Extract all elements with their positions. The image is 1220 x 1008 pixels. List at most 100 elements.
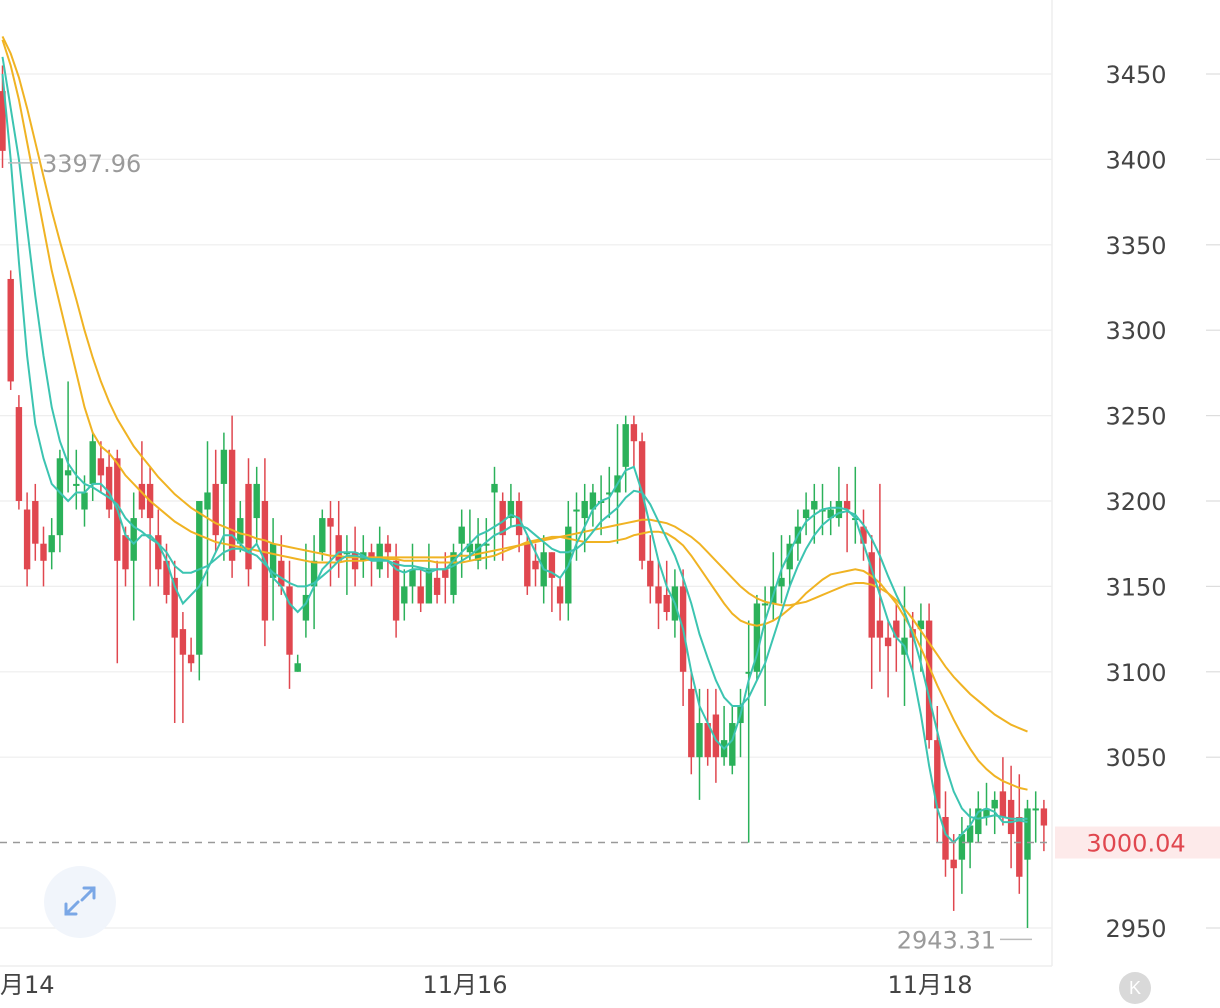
candle-body xyxy=(876,620,884,638)
candle-body xyxy=(237,518,244,544)
candle-body xyxy=(548,552,556,578)
candle-body xyxy=(278,560,285,587)
candle-body xyxy=(606,492,613,495)
candle-body xyxy=(589,492,597,510)
candle-body xyxy=(7,278,14,382)
candle-body xyxy=(310,560,318,587)
candle-body xyxy=(622,424,629,467)
candle-body xyxy=(1024,808,1031,860)
candle-body xyxy=(23,509,31,570)
candle-body xyxy=(647,560,654,587)
candle-body xyxy=(425,569,433,604)
candle-body xyxy=(0,91,6,151)
candle-body xyxy=(934,740,941,809)
x-axis-ticks: 月14 11月16 11月18 xyxy=(0,971,973,999)
candle-body xyxy=(409,569,416,587)
y-tick-label: 3300 xyxy=(1105,317,1166,345)
candle-body xyxy=(401,586,408,604)
candle-body xyxy=(48,535,55,553)
candle-body xyxy=(196,501,203,655)
y-axis-ticks: 3450 3400 3350 3300 3250 3200 3150 3100 3050 2950 xyxy=(1105,61,1220,943)
candle-body xyxy=(802,509,810,519)
candle-body xyxy=(335,535,342,561)
candle-body xyxy=(835,501,843,519)
candle-body xyxy=(253,483,260,519)
candle-body xyxy=(925,620,933,741)
candle-body xyxy=(688,688,695,758)
ma10-line xyxy=(1,56,1028,820)
price-markers: 3000.04 3397.96 2943.31 xyxy=(0,150,1220,954)
candle-body xyxy=(105,466,113,510)
candle-body xyxy=(491,483,498,493)
candle-body xyxy=(122,535,129,570)
candle-body xyxy=(942,816,949,860)
y-tick-label: 3050 xyxy=(1105,744,1166,772)
candle-body xyxy=(64,470,72,476)
current-price-label: 3000.04 xyxy=(1086,830,1185,858)
low-marker-label: 2943.31 xyxy=(897,926,996,954)
candle-body xyxy=(811,501,818,510)
moving-average-lines xyxy=(1,35,1028,845)
candle-body xyxy=(294,663,301,672)
candle-body xyxy=(712,714,720,758)
y-tick-label: 3350 xyxy=(1105,232,1166,260)
candle-body xyxy=(893,620,900,638)
candle-body xyxy=(958,834,966,860)
candle-body xyxy=(483,543,490,546)
candle-body xyxy=(384,543,392,553)
candle-body xyxy=(638,441,646,561)
candle-body xyxy=(499,501,506,536)
expand-button[interactable] xyxy=(44,866,116,938)
candle-body xyxy=(573,509,580,512)
candle-body xyxy=(753,603,761,672)
current-price-box xyxy=(1055,826,1220,859)
candle-body xyxy=(950,859,957,869)
candle-body xyxy=(474,543,482,561)
candle-body xyxy=(171,577,178,638)
ma20-line xyxy=(1,39,1028,791)
candle-body xyxy=(556,586,564,604)
candle-body xyxy=(458,526,465,544)
k-button[interactable]: K xyxy=(1119,972,1151,1004)
candle-body xyxy=(179,629,187,655)
candle-body xyxy=(983,808,990,817)
candle-body xyxy=(466,543,474,553)
candle-body xyxy=(163,560,170,595)
candle-body xyxy=(32,501,39,544)
candle-body xyxy=(302,594,310,621)
candle-body xyxy=(761,603,769,606)
y-tick-label: 3150 xyxy=(1105,573,1166,601)
x-tick-label: 11月16 xyxy=(422,971,507,999)
candle-body xyxy=(827,509,834,519)
y-tick-label: 3450 xyxy=(1105,61,1166,89)
candle-body xyxy=(212,483,219,536)
candle-body xyxy=(220,449,228,484)
high-marker-label: 3397.96 xyxy=(42,150,141,178)
candle-body xyxy=(327,518,334,527)
candle-body xyxy=(999,791,1007,817)
candle-body xyxy=(966,825,974,843)
candle-body xyxy=(343,552,351,555)
y-tick-label: 2950 xyxy=(1105,915,1166,943)
y-tick-label: 3400 xyxy=(1105,146,1166,174)
candle-body xyxy=(56,458,64,536)
candle-body xyxy=(745,671,752,674)
candle-body xyxy=(917,620,925,630)
x-tick-label: 月14 xyxy=(0,971,55,999)
candle-body xyxy=(843,501,851,510)
candle-body xyxy=(630,424,638,442)
candle-body xyxy=(442,569,449,578)
ma5-line xyxy=(1,73,1028,845)
candle-body xyxy=(245,483,252,570)
candle-body xyxy=(392,560,400,621)
candle-body xyxy=(73,483,80,486)
candle-body xyxy=(663,594,670,613)
candle-body xyxy=(269,543,277,578)
candle-body xyxy=(786,543,793,570)
candle-body xyxy=(532,560,539,570)
candle-body xyxy=(155,535,162,570)
candle-body xyxy=(450,552,457,595)
candle-body xyxy=(655,586,662,604)
grid-lines xyxy=(0,0,1053,967)
